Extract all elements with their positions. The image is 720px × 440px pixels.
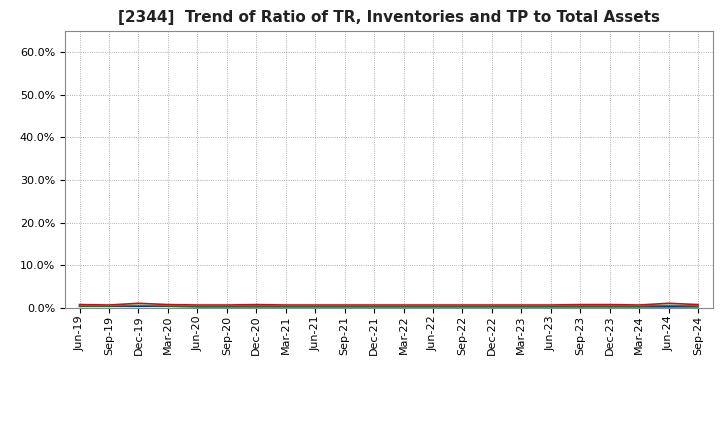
Title: [2344]  Trend of Ratio of TR, Inventories and TP to Total Assets: [2344] Trend of Ratio of TR, Inventories… <box>118 11 660 26</box>
